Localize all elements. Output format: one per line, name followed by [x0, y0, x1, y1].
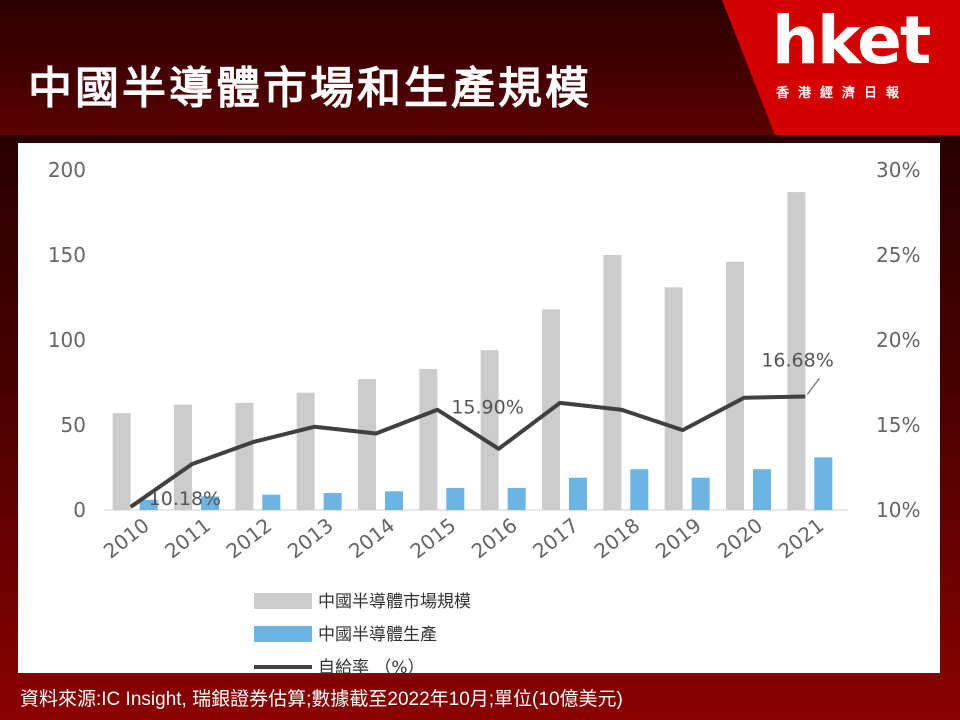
x-axis-tick-label: 2020 [712, 513, 767, 563]
self-sufficiency-line [129, 394, 806, 509]
x-axis-tick-label: 2015 [406, 513, 461, 563]
market-bar [664, 287, 683, 510]
left-axis-tick-label: 50 [61, 413, 86, 437]
market-bar [787, 192, 806, 510]
production-bar [753, 469, 771, 510]
market-bar [174, 404, 192, 510]
x-axis-tick-label: 2017 [528, 513, 583, 563]
production-bar [691, 477, 710, 510]
x-axis-tick-label: 2014 [344, 513, 399, 563]
hket-logo-subtitle: 香港經濟日報 [776, 86, 909, 101]
x-axis-tick-label: 2010 [99, 513, 154, 563]
x-axis-tick-label: 2012 [222, 513, 277, 563]
production-bar [385, 491, 403, 510]
market-bar [112, 413, 131, 510]
production-bar [446, 487, 465, 510]
x-axis-tick-label: 2016 [467, 513, 522, 563]
header-bar: 中國半導體市場和生產規模 hket 香港經濟日報 [0, 0, 960, 135]
right-axis-tick-label: 30% [876, 158, 920, 182]
market-bar [603, 255, 622, 510]
left-axis-tick-label: 200 [48, 158, 86, 182]
legend-label: 自給率 （%） [318, 658, 425, 673]
market-bar [296, 392, 315, 510]
legend-swatch-production [254, 626, 312, 642]
right-axis-tick-label: 20% [876, 328, 920, 352]
page-title: 中國半導體市場和生產規模 [28, 63, 592, 114]
legend-label: 中國半導體市場規模 [318, 592, 471, 612]
right-axis-tick-label: 25% [876, 243, 920, 267]
x-axis-tick-label: 2019 [651, 513, 706, 563]
production-bar [323, 493, 342, 510]
x-axis-tick-label: 2018 [590, 513, 645, 563]
data-label: 15.90% [451, 397, 523, 419]
data-label: 16.68% [761, 349, 833, 371]
right-axis-tick-label: 10% [876, 498, 920, 522]
right-axis-tick-label: 15% [876, 413, 920, 437]
production-bar [630, 469, 649, 510]
market-bar [235, 402, 254, 510]
x-axis-tick-label: 2013 [283, 513, 338, 563]
left-axis-tick-label: 0 [73, 498, 86, 522]
production-bar [262, 494, 281, 510]
production-bar [814, 457, 833, 510]
left-axis-tick-label: 150 [48, 243, 86, 267]
left-axis-tick-label: 100 [48, 328, 86, 352]
x-axis-tick-label: 2011 [160, 513, 215, 563]
market-bar [726, 261, 744, 510]
market-bar [419, 368, 438, 510]
legend-label: 中國半導體生產 [318, 625, 437, 645]
hket-logo: hket [772, 2, 931, 79]
market-bar [480, 350, 499, 510]
x-axis-tick-label: 2021 [774, 513, 829, 563]
legend-swatch-market [254, 593, 312, 609]
data-label-leader [806, 377, 820, 395]
source-note: 資料來源:IC Insight, 瑞銀證券估算;數據截至2022年10月;單位(… [20, 689, 623, 710]
production-bar [139, 499, 158, 510]
production-bar [507, 487, 526, 510]
logo-background [722, 0, 960, 135]
production-bar [201, 496, 219, 510]
market-bar [358, 379, 376, 510]
production-bar [569, 477, 587, 510]
chart-panel: 0 50 100 150 200 10% 15% 20% 25% 30% 2010 2011 2012 2… [18, 143, 940, 673]
data-label: 10.18% [149, 488, 221, 510]
